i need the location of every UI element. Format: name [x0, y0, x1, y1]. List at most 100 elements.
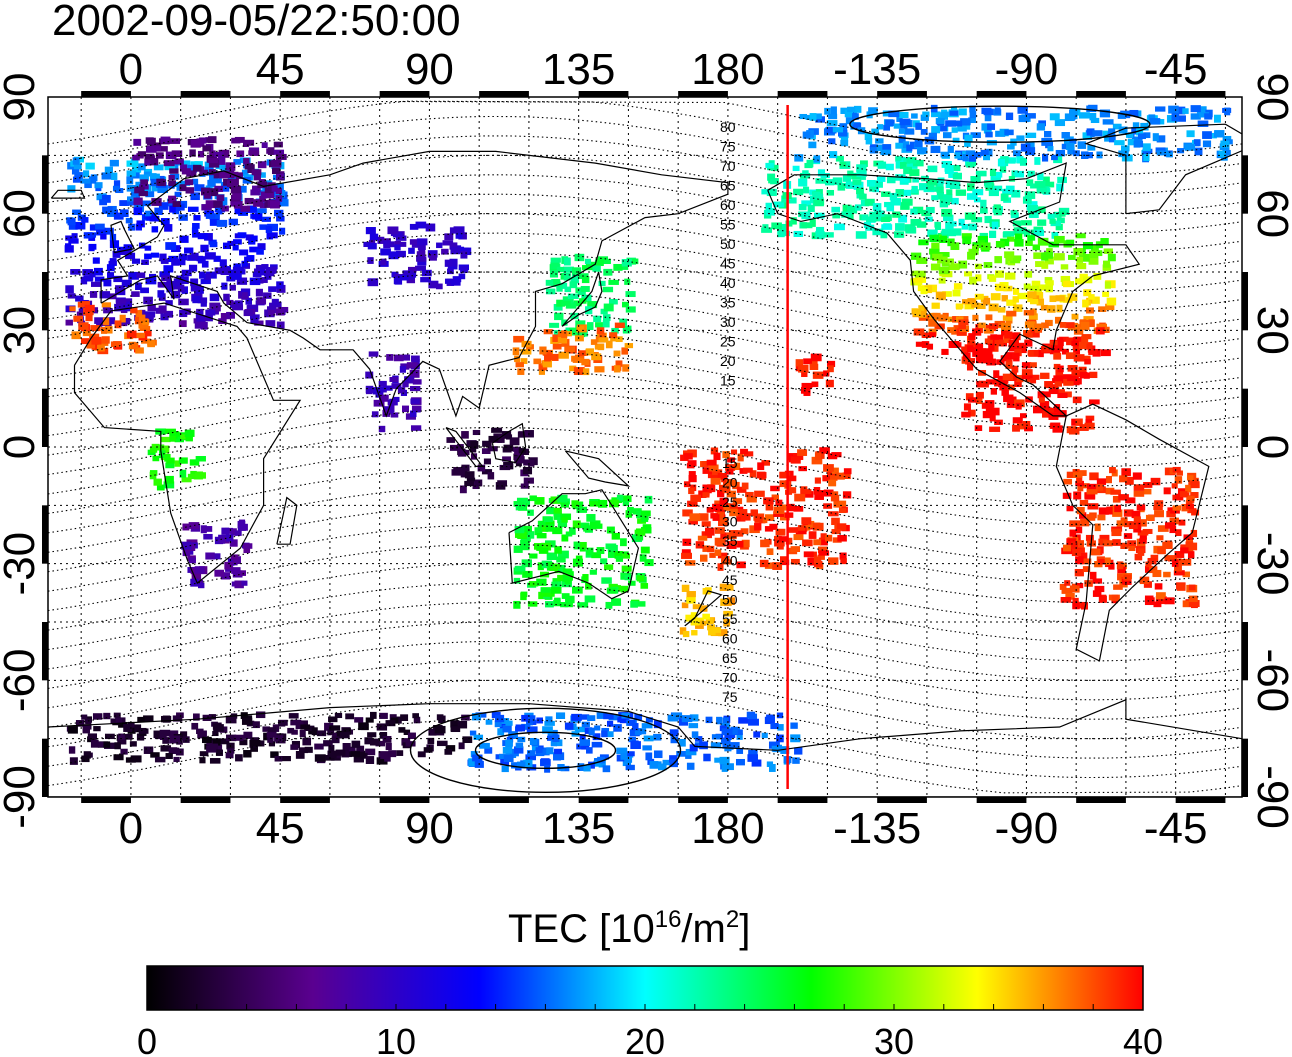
tec-cell	[1014, 379, 1022, 388]
tec-cell	[910, 252, 922, 260]
tec-cell	[748, 718, 759, 726]
tec-cell	[968, 153, 977, 162]
tec-cell	[1040, 284, 1051, 291]
left-lat-tick-label: 30	[0, 306, 44, 355]
tec-cell	[587, 715, 596, 722]
tec-cell	[351, 740, 361, 748]
tec-cell	[634, 728, 642, 736]
tec-cell	[92, 713, 103, 720]
tec-cell	[118, 733, 125, 740]
tec-cell	[993, 339, 1004, 346]
bottom-lon-tick-label: -135	[833, 804, 921, 853]
tec-cell	[126, 185, 138, 192]
tec-cell	[911, 185, 918, 194]
tec-cell	[150, 752, 160, 758]
tec-cell	[731, 726, 738, 735]
tec-cell	[1112, 495, 1121, 503]
tec-cell	[921, 341, 930, 348]
tec-cell	[175, 748, 184, 756]
tec-cell	[172, 208, 180, 215]
tec-cell	[790, 217, 797, 225]
tec-cell	[1033, 291, 1044, 299]
tec-cell	[216, 194, 225, 201]
tec-cell	[766, 714, 775, 722]
tec-cell	[1121, 145, 1130, 152]
tec-cell	[547, 562, 554, 568]
tec-cell	[832, 537, 842, 543]
tec-cell	[624, 343, 634, 349]
tec-cell	[1169, 517, 1179, 525]
tec-cell	[988, 188, 999, 197]
tec-cell	[71, 233, 78, 239]
tec-cell	[723, 619, 731, 627]
tec-cell	[123, 724, 133, 732]
tec-cell	[450, 247, 461, 255]
tec-cell	[803, 551, 814, 558]
tec-cell	[445, 745, 456, 752]
tec-cell	[1132, 122, 1140, 129]
tec-cell	[1078, 253, 1090, 262]
tec-cell	[177, 284, 185, 293]
tec-region-arctic-north	[794, 104, 1233, 163]
tec-cell	[400, 714, 409, 721]
tec-cell	[870, 144, 878, 150]
tec-cell	[497, 435, 505, 443]
tec-cell	[275, 308, 285, 316]
tec-cell	[819, 539, 828, 546]
tec-cell	[536, 578, 547, 586]
tec-cell	[927, 165, 938, 173]
tec-cell	[635, 528, 646, 536]
tec-cell	[449, 242, 458, 250]
tec-cell	[149, 471, 157, 480]
tec-cell	[1055, 369, 1064, 376]
tec-cell	[182, 548, 191, 557]
tec-cell	[140, 179, 149, 185]
tec-cell	[387, 226, 399, 235]
tec-cell	[130, 755, 142, 763]
tec-cell	[192, 295, 201, 304]
tec-cell	[160, 146, 168, 152]
tec-cell	[1118, 494, 1129, 501]
tec-cell	[794, 747, 803, 755]
tec-cell	[573, 541, 581, 550]
tec-cell	[1027, 350, 1034, 356]
tec-cell	[868, 107, 878, 115]
tec-cell	[193, 215, 201, 221]
tec-cell	[436, 740, 448, 747]
tec-cell	[776, 734, 784, 743]
tec-cell	[735, 758, 745, 766]
tec-cell	[1123, 509, 1134, 517]
tec-cell	[552, 334, 563, 343]
contour-value-label: 25	[722, 494, 738, 510]
tec-cell	[327, 729, 335, 736]
tec-cell	[625, 291, 636, 298]
tec-cell	[188, 264, 198, 272]
tec-cell	[1044, 277, 1053, 284]
tec-cell	[1050, 345, 1058, 351]
tec-cell	[801, 369, 808, 378]
tec-cell	[412, 379, 422, 385]
tec-cell	[573, 300, 582, 307]
tec-cell	[831, 529, 841, 535]
tec-cell	[587, 301, 598, 309]
tec-cell	[611, 532, 620, 540]
tec-cell	[261, 216, 271, 222]
tec-region-south-pacific	[680, 447, 852, 571]
contour-value-label: 30	[722, 514, 738, 530]
tec-cell	[1000, 193, 1009, 202]
tec-cell	[1147, 557, 1157, 565]
tec-cell	[594, 366, 605, 373]
tec-cell	[101, 336, 110, 344]
tec-cell	[557, 521, 568, 528]
tec-cell	[220, 312, 232, 320]
tec-cell	[364, 737, 373, 745]
tec-cell	[137, 151, 146, 157]
tec-cell	[181, 168, 191, 175]
tec-cell	[993, 370, 1000, 379]
tec-cell	[563, 331, 572, 337]
tec-region-hawaii	[795, 353, 836, 396]
tec-cell	[947, 145, 954, 153]
tec-cell	[402, 270, 413, 278]
tec-cell	[1024, 340, 1033, 347]
tec-cell	[984, 180, 992, 188]
